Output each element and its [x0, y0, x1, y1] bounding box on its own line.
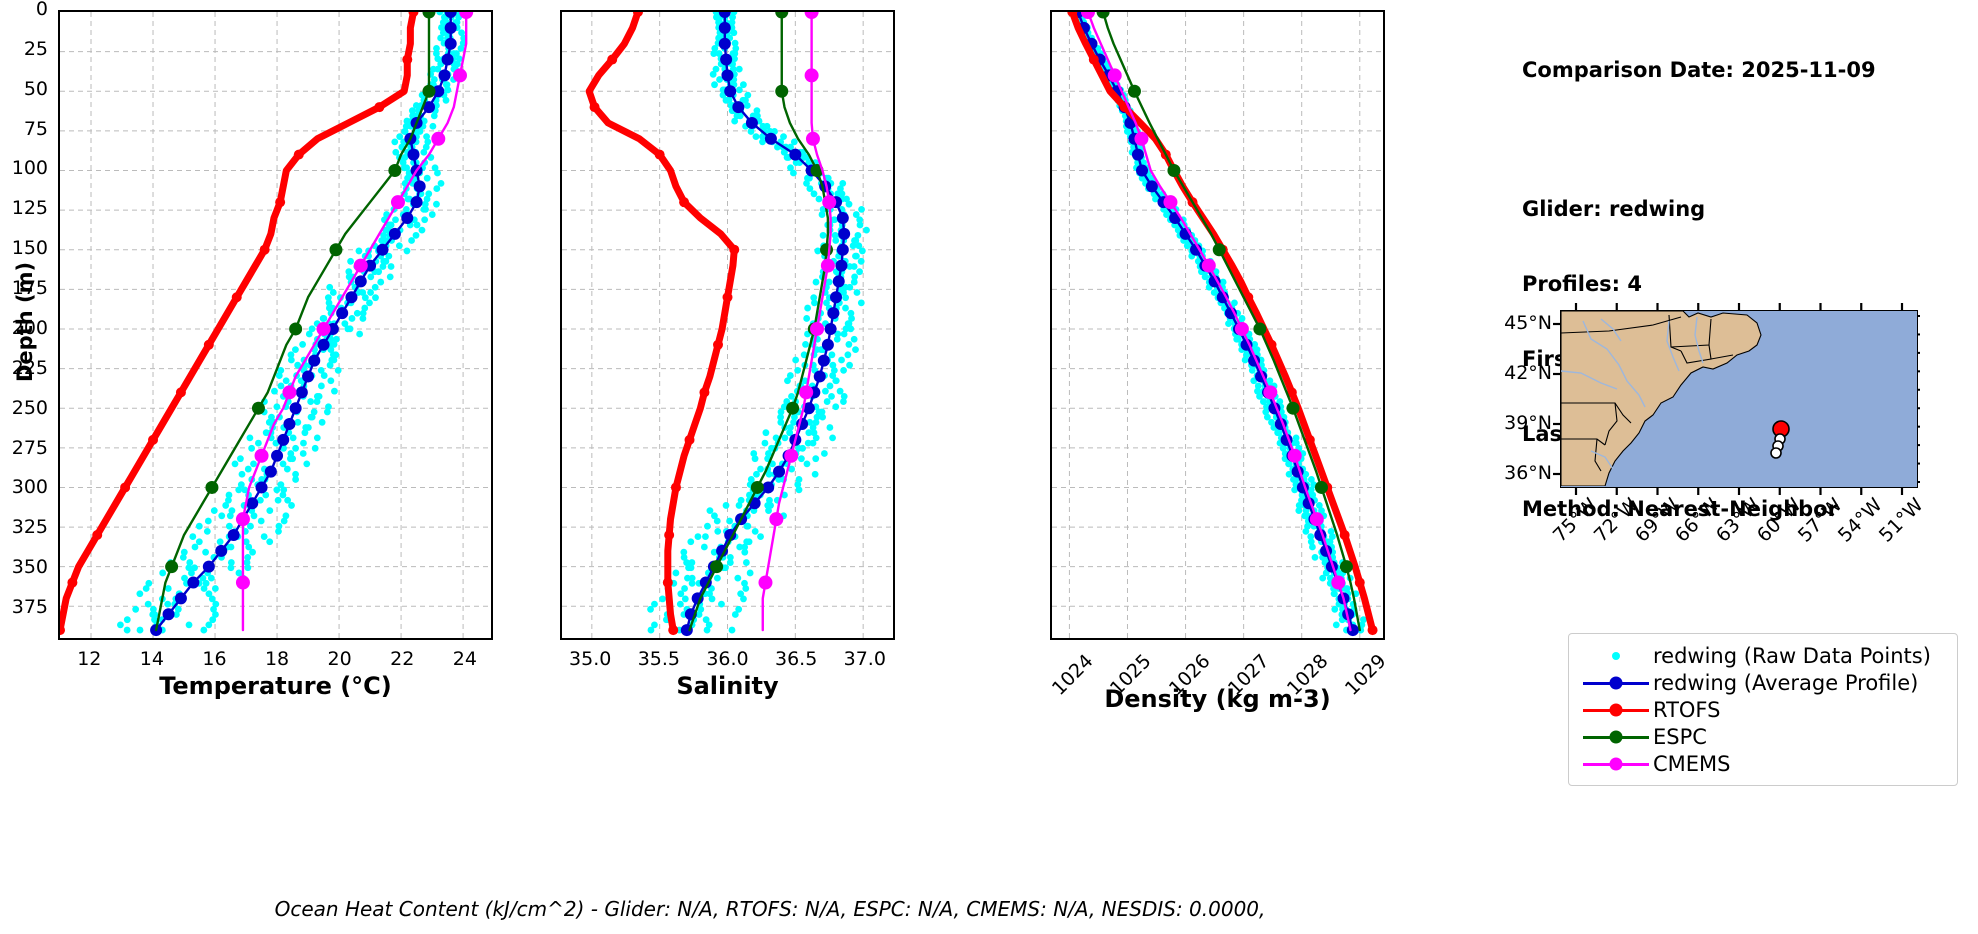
xtick-35: 35.0 [569, 648, 612, 670]
info-spacer [1522, 133, 1876, 147]
xtick-35-5: 35.5 [637, 648, 680, 670]
legend-label: redwing (Raw Data Points) [1653, 643, 1931, 668]
legend-marker-dot [1609, 730, 1623, 743]
legend-marker-dot [1609, 757, 1623, 770]
map-lat-36°N: 36°N [1504, 462, 1552, 484]
temperature-panel: 12 14 16 18 20 22 24 Temperature (°C) Depth (m… [0, 0, 500, 900]
legend-label: redwing (Average Profile) [1653, 670, 1919, 695]
legend-label: RTOFS [1653, 697, 1721, 722]
salinity-axis-label: Salinity [676, 672, 779, 700]
map-svg [1561, 311, 1916, 486]
legend-item-espc[interactable]: ESPC [1579, 723, 1947, 750]
depth-tick-150: 150 [11, 237, 48, 260]
depth-tick-250: 250 [11, 396, 48, 419]
ocean-heat-content-caption: Ocean Heat Content (kJ/cm^2) - Glider: N… [274, 897, 1266, 921]
depth-tick-0: 0 [35, 0, 48, 20]
depth-tick-100: 100 [11, 157, 48, 180]
legend-swatch [1579, 754, 1653, 774]
depth-tick-350: 350 [11, 556, 48, 579]
depth-tick-375: 375 [11, 596, 48, 619]
map-plot-area [1560, 310, 1918, 488]
state-borders [1561, 314, 1734, 472]
density-axis-label: Density (kg m-3) [1104, 685, 1331, 713]
chart-legend: redwing (Raw Data Points) redwing (Averag… [1568, 633, 1958, 786]
xtick-37: 37.0 [843, 648, 886, 670]
salinity-svg [562, 12, 893, 638]
legend-label: CMEMS [1653, 751, 1731, 776]
depth-tick-200: 200 [11, 316, 48, 339]
legend-swatch [1579, 646, 1653, 666]
density-plot-area [1050, 10, 1385, 640]
profile-count: Profiles: 4 [1522, 272, 1643, 296]
xtick-22: 22 [390, 648, 415, 670]
density-panel: 1024 1025 1026 1027 1028 1029 Density (kg m-3… [920, 0, 1480, 900]
legend-item-rtofs[interactable]: RTOFS [1579, 696, 1947, 723]
location-map: 45°N 42°N 39°N 36°N 75°W 72°W 69°W 66°W 63°W 60°… [1500, 300, 1928, 547]
map-lat-45°N: 45°N [1504, 312, 1552, 334]
depth-tick-25: 25 [23, 37, 48, 60]
interp-method: Method: Nearest-Neighbor [1522, 497, 1838, 521]
depth-tick-50: 50 [23, 77, 48, 100]
legend-item-redwing-average-profile[interactable]: redwing (Average Profile) [1579, 669, 1947, 696]
legend-marker-dot [1612, 651, 1620, 660]
salinity-panel: 35.0 35.5 36.0 36.5 37.0 Salinity [460, 0, 960, 900]
map-lat-42°N: 42°N [1504, 362, 1552, 384]
xtick-36: 36.0 [706, 648, 749, 670]
salinity-plot-area [560, 10, 895, 640]
temperature-plot-area [58, 10, 493, 640]
legend-swatch [1579, 673, 1653, 693]
legend-swatch [1579, 727, 1653, 747]
legend-label: ESPC [1653, 724, 1707, 749]
depth-tick-300: 300 [11, 476, 48, 499]
temperature-axis-label: Temperature (°C) [159, 672, 392, 700]
rivers [1561, 316, 1704, 470]
comparison-date: Comparison Date: 2025-11-09 [1522, 58, 1876, 82]
depth-tick-225: 225 [11, 356, 48, 379]
legend-marker-dot [1609, 703, 1623, 716]
glider-location-marker [1770, 420, 1790, 459]
xtick-20: 20 [327, 648, 352, 670]
depth-tick-175: 175 [11, 277, 48, 300]
legend-item-redwing-raw-data-points[interactable]: redwing (Raw Data Points) [1579, 642, 1947, 669]
xtick-24: 24 [452, 648, 477, 670]
legend-item-cmems[interactable]: CMEMS [1579, 750, 1947, 777]
xtick-14: 14 [139, 648, 164, 670]
depth-tick-75: 75 [23, 117, 48, 140]
xtick-36-5: 36.5 [774, 648, 818, 670]
map-lon-51°W: 51°W [1874, 494, 1928, 547]
xtick-18: 18 [264, 648, 290, 670]
temperature-svg [60, 12, 491, 638]
depth-tick-325: 325 [11, 516, 48, 539]
xtick-16: 16 [202, 648, 227, 670]
legend-marker-dot [1609, 676, 1623, 689]
density-svg [1052, 12, 1383, 638]
xtick-12: 12 [77, 648, 102, 670]
legend-swatch [1579, 700, 1653, 720]
glider-name: Glider: redwing [1522, 197, 1706, 221]
depth-tick-275: 275 [11, 436, 48, 459]
depth-tick-125: 125 [11, 197, 48, 220]
map-lat-39°N: 39°N [1504, 412, 1552, 434]
